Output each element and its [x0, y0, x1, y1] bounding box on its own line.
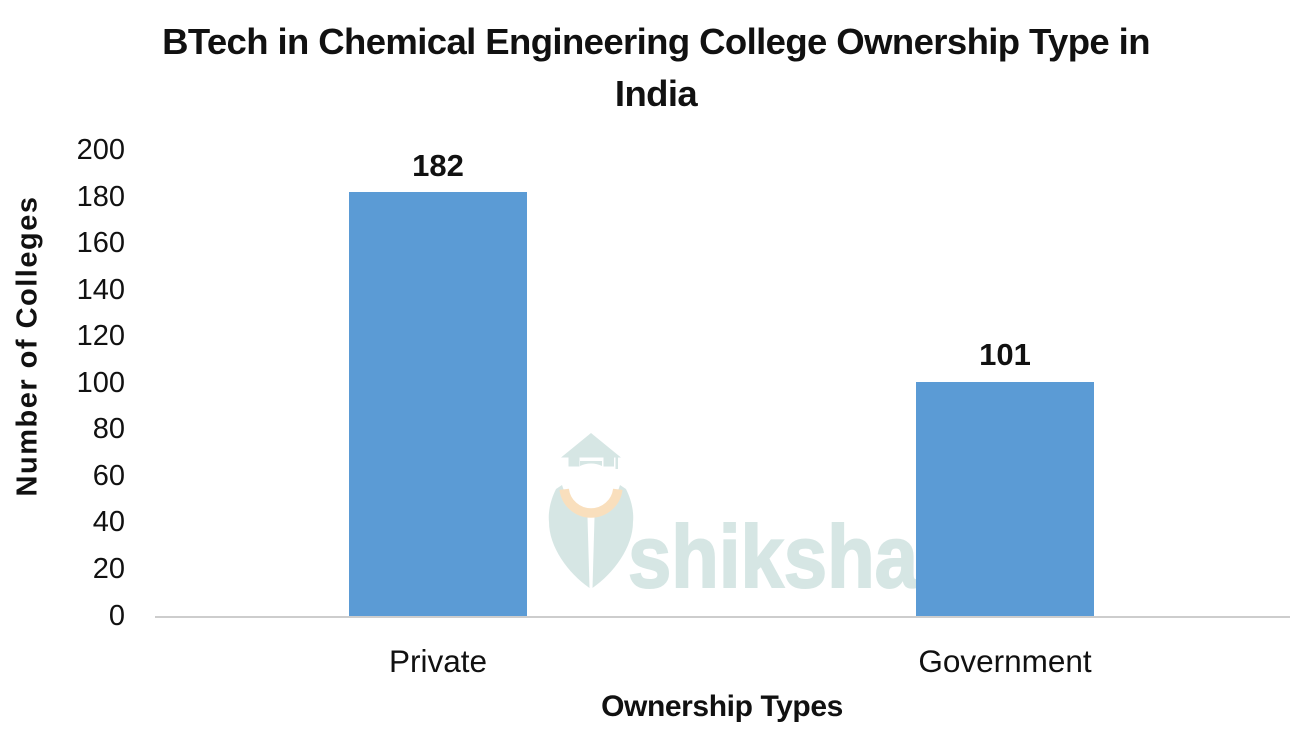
- svg-text:shiksha: shiksha: [628, 507, 919, 600]
